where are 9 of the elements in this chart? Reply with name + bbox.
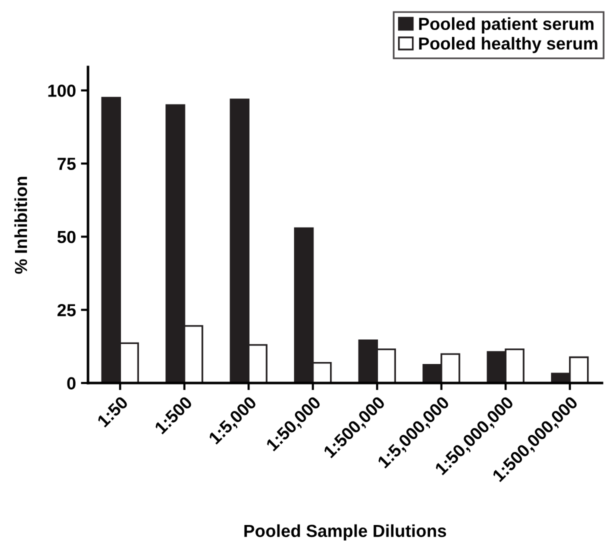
y-tick-label: 75 — [58, 158, 76, 170]
legend-label: Pooled patient serum — [419, 17, 594, 34]
y-tick-label: 25 — [57, 304, 76, 316]
legend-label: Pooled healthy serum — [419, 36, 598, 54]
x-axis-title: Pooled Sample Dilutions — [244, 524, 446, 540]
y-axis-title: % Inhibition — [14, 176, 28, 274]
y-tick-label: 100 — [48, 84, 76, 97]
y-tick-label: 0 — [67, 377, 76, 390]
y-tick-label: 50 — [57, 230, 76, 244]
